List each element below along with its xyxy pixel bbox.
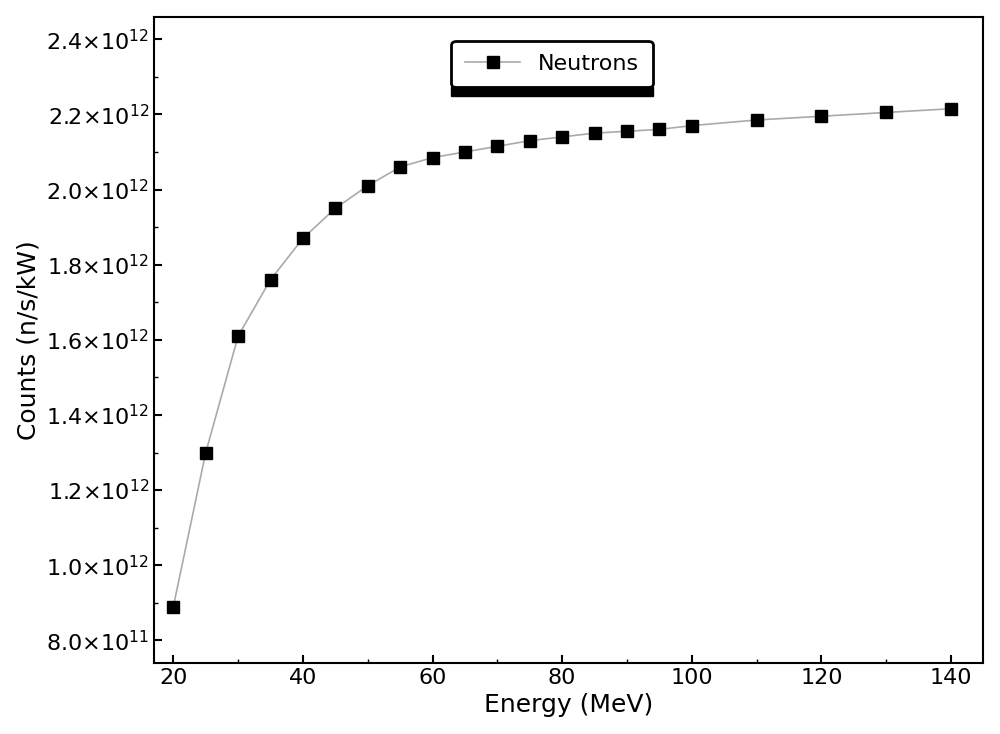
Neutrons (945, 104, 957, 113)
Neutrons (653, 125, 665, 134)
Neutrons (556, 133, 568, 142)
Neutrons (524, 137, 536, 145)
Neutrons (167, 602, 179, 611)
Neutrons (200, 448, 212, 457)
Neutrons (880, 108, 892, 117)
Neutrons (491, 142, 503, 150)
Neutrons (329, 204, 341, 213)
Neutrons (362, 181, 374, 190)
Neutrons (815, 112, 827, 120)
Neutrons (686, 121, 698, 130)
Neutrons (427, 153, 439, 162)
Neutrons (297, 234, 309, 243)
Line: Neutrons: Neutrons (168, 103, 956, 612)
Neutrons (589, 128, 601, 137)
X-axis label: Energy (MeV): Energy (MeV) (484, 694, 653, 717)
Y-axis label: Counts (n/s/kW): Counts (n/s/kW) (17, 240, 41, 440)
Legend: Neutrons: Neutrons (451, 40, 653, 87)
Neutrons (459, 148, 471, 156)
Neutrons (621, 127, 633, 136)
Neutrons (394, 162, 406, 171)
Neutrons (265, 275, 277, 284)
Neutrons (232, 332, 244, 341)
Neutrons (751, 115, 763, 124)
